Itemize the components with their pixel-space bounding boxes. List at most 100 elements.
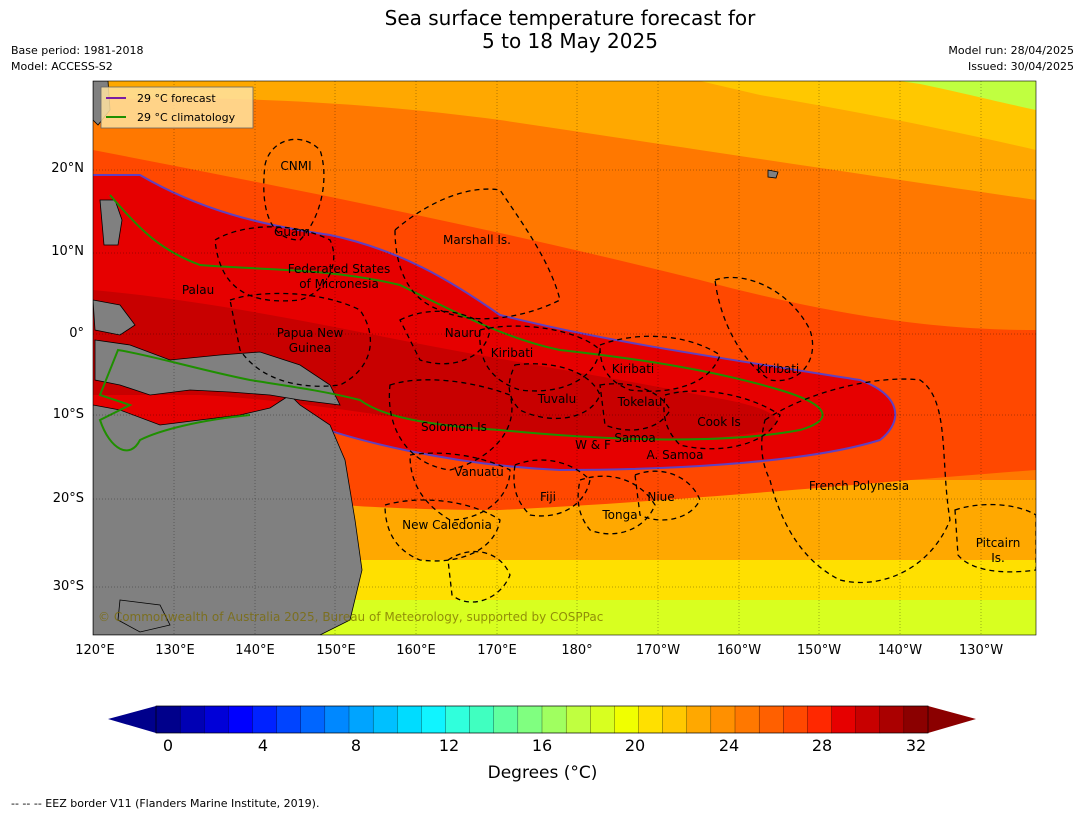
- region-label-palau: Palau: [182, 283, 214, 297]
- region-label-fsm-2: of Micronesia: [299, 277, 379, 291]
- lon-tick-130e: 130°E: [155, 643, 195, 658]
- map-field: CNMI Guam Marshall Is. Federated States …: [93, 81, 1036, 635]
- region-label-solomon: Solomon Is: [421, 420, 487, 434]
- colorbar-segment: [397, 705, 422, 734]
- colorbar-tick-32: 32: [905, 736, 927, 755]
- colorbar-segment: [879, 705, 905, 734]
- title-line-1: Sea surface temperature forecast for: [384, 6, 756, 30]
- model-name: Model: ACCESS-S2: [11, 60, 113, 73]
- lon-tick-170w: 170°W: [635, 643, 681, 658]
- issued-date: Issued: 30/04/2025: [967, 60, 1074, 73]
- model-run: Model run: 28/04/2025: [948, 44, 1074, 57]
- colorbar-segment: [493, 705, 519, 734]
- region-label-fsm-1: Federated States: [288, 262, 390, 276]
- map-legend: 29 °C forecast 29 °C climatology: [100, 86, 254, 129]
- lat-tick-20n: 20°N: [51, 161, 84, 176]
- colorbar-tick-4: 4: [257, 736, 269, 755]
- region-label-marshall: Marshall Is.: [443, 233, 511, 247]
- region-label-pitcairn-2: Is.: [991, 551, 1005, 565]
- lat-tick-30s: 30°S: [52, 579, 84, 594]
- region-label-wf: W & F: [575, 438, 611, 452]
- region-label-french-polynesia: French Polynesia: [809, 479, 909, 493]
- region-label-niue: Niue: [647, 490, 674, 504]
- lat-tick-10s: 10°S: [52, 407, 84, 422]
- lon-tick-130w: 130°W: [958, 643, 1004, 658]
- meta-right: Model run: 28/04/2025 Issued: 30/04/2025: [948, 43, 1074, 75]
- lon-tick-180: 180°: [561, 643, 593, 658]
- colorbar-segment: [276, 705, 302, 734]
- eez-footnote: -- -- -- EEZ border V11 (Flanders Marine…: [11, 797, 320, 810]
- colorbar-tick-12: 12: [438, 736, 460, 755]
- colorbar-segment: [590, 705, 615, 734]
- lon-tick-140w: 140°W: [877, 643, 923, 658]
- colorbar-segment: [662, 705, 688, 734]
- lon-tick-160w: 160°W: [716, 643, 762, 658]
- legend-climatology-label: 29 °C climatology: [137, 111, 236, 124]
- colorbar-tick-0: 0: [162, 736, 174, 755]
- region-label-cook: Cook Is: [697, 415, 741, 429]
- region-label-tokelau: Tokelau: [617, 395, 663, 409]
- lon-tick-150e: 150°E: [316, 643, 356, 658]
- colorbar-segment: [614, 705, 640, 734]
- colorbar-segment: [686, 705, 712, 734]
- colorbar-segment: [517, 705, 543, 734]
- title-line-2: 5 to 18 May 2025: [482, 29, 658, 53]
- region-label-new-caledonia: New Caledonia: [402, 518, 492, 532]
- region-label-png-2: Guinea: [289, 341, 332, 355]
- colorbar-tick-16: 16: [531, 736, 553, 755]
- region-label-kiribati-east: Kiribati: [757, 362, 799, 376]
- copyright-notice: © Commonwealth of Australia 2025, Bureau…: [98, 610, 603, 624]
- region-label-vanuatu: Vanuatu: [454, 465, 504, 479]
- colorbar-segment: [565, 705, 591, 734]
- region-label-nauru: Nauru: [445, 326, 481, 340]
- colorbar-segment: [783, 705, 808, 734]
- map-frame: [92, 80, 1037, 636]
- colorbar-segment: [204, 705, 229, 734]
- colorbar-segment: [300, 705, 326, 734]
- region-label-asamoa: A. Samoa: [647, 448, 704, 462]
- region-label-kiribati-west: Kiribati: [491, 346, 533, 360]
- colorbar-segments: [155, 705, 929, 734]
- base-period: Base period: 1981-2018: [11, 44, 144, 57]
- colorbar-segment: [855, 705, 881, 734]
- lat-tick-20s: 20°S: [52, 491, 84, 506]
- meta-left: Base period: 1981-2018 Model: ACCESS-S2: [11, 43, 143, 75]
- colorbar-segment: [541, 705, 567, 734]
- colorbar-label: Degrees (°C): [487, 763, 598, 783]
- legend-forecast-label: 29 °C forecast: [137, 92, 216, 105]
- colorbar-segment: [831, 705, 857, 734]
- colorbar-segment: [638, 705, 664, 734]
- colorbar-segment: [372, 705, 398, 734]
- colorbar-segment: [348, 705, 374, 734]
- colorbar-segment: [445, 705, 471, 734]
- colorbar-tick-28: 28: [811, 736, 833, 755]
- colorbar-segment: [421, 705, 447, 734]
- region-label-tuvalu: Tuvalu: [537, 392, 577, 406]
- colorbar-segment: [469, 705, 495, 734]
- region-label-fiji: Fiji: [540, 490, 556, 504]
- colorbar-segment: [252, 705, 278, 734]
- region-label-samoa: Samoa: [614, 431, 655, 445]
- colorbar-segment: [734, 705, 760, 734]
- colorbar-segment: [758, 705, 784, 734]
- colorbar-segment: [155, 705, 181, 734]
- region-label-tonga: Tonga: [601, 508, 637, 522]
- colorbar-over-arrow: [928, 706, 976, 733]
- colorbar-tick-20: 20: [624, 736, 646, 755]
- colorbar-segment: [903, 705, 929, 734]
- colorbar: [108, 705, 976, 734]
- region-labels: CNMI Guam Marshall Is. Federated States …: [182, 159, 1020, 565]
- region-label-pitcairn-1: Pitcairn: [976, 536, 1021, 550]
- lat-tick-0: 0°: [69, 326, 84, 341]
- colorbar-segment: [324, 705, 350, 734]
- lon-tick-140e: 140°E: [235, 643, 275, 658]
- colorbar-under-arrow: [108, 706, 156, 733]
- lon-tick-160e: 160°E: [396, 643, 436, 658]
- colorbar-tick-8: 8: [350, 736, 362, 755]
- colorbar-segment: [710, 705, 736, 734]
- colorbar-segment: [179, 705, 205, 734]
- lat-tick-10n: 10°N: [51, 244, 84, 259]
- colorbar-segment: [807, 705, 833, 734]
- region-label-kiribati-central: Kiribati: [612, 362, 654, 376]
